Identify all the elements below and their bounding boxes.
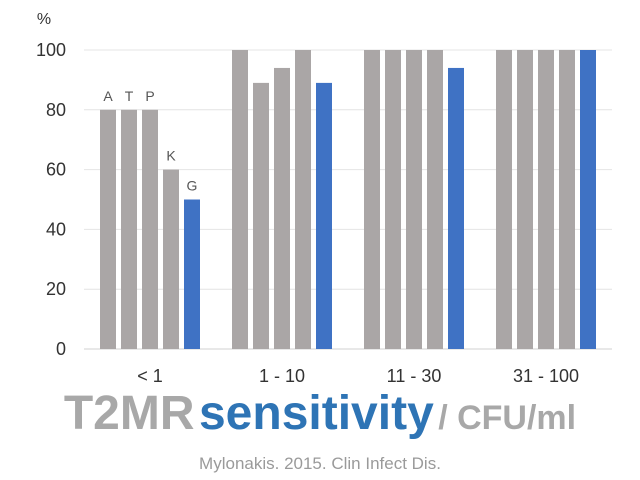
series-label-t: T [125,88,134,104]
y-tick-label: 80 [46,100,66,120]
series-label-a: A [103,88,113,104]
bar-t-2 [385,50,401,349]
y-axis-ticks: 0 20 40 60 80 100 [36,40,66,359]
x-tick-label: < 1 [137,366,163,386]
bars [100,50,596,349]
bar-g-0 [184,199,200,349]
y-tick-label: 20 [46,279,66,299]
series-label-k: K [166,148,176,164]
bar-k-0 [163,169,179,349]
bar-labels: A T P KG [103,88,197,194]
x-axis-ticks: < 1 1 - 10 11 - 30 31 - 100 [137,366,579,386]
bar-t-3 [517,50,533,349]
bar-a-0 [100,109,116,349]
citation: Mylonakis. 2015. Clin Infect Dis. [199,454,441,473]
bar-a-2 [364,50,380,349]
bar-p-3 [538,50,554,349]
bar-p-1 [274,67,290,349]
series-label-g: G [187,178,198,194]
bar-g-1 [316,82,332,349]
bar-a-1 [232,50,248,349]
title-part-sensitivity: sensitivity [198,387,434,440]
bar-k-1 [295,50,311,349]
title-part-unit: / CFU/ml [438,399,577,437]
bar-a-3 [496,50,512,349]
bar-t-1 [253,82,269,349]
x-tick-label: 11 - 30 [387,366,442,386]
y-tick-label: 40 [46,219,66,239]
bar-k-2 [427,50,443,349]
bar-p-2 [406,50,422,349]
chart-title: T2MR sensitivity / CFU/ml [0,386,640,441]
bar-g-2 [448,67,464,349]
y-tick-label: 100 [36,40,66,60]
bar-g-3 [580,50,596,349]
chart: 0 20 40 60 80 100 % A T P KG < 1 1 - 10 11 - 30 31 … [36,11,612,386]
bar-t-0 [121,109,137,349]
x-tick-label: 31 - 100 [513,366,579,386]
y-tick-label: 0 [56,339,66,359]
y-tick-label: 60 [46,160,66,180]
bar-p-0 [142,109,158,349]
y-axis-unit: % [37,11,51,28]
series-label-p: P [145,88,154,104]
bar-k-3 [559,50,575,349]
x-tick-label: 1 - 10 [259,366,305,386]
title-part-t2mr: T2MR [63,387,195,440]
